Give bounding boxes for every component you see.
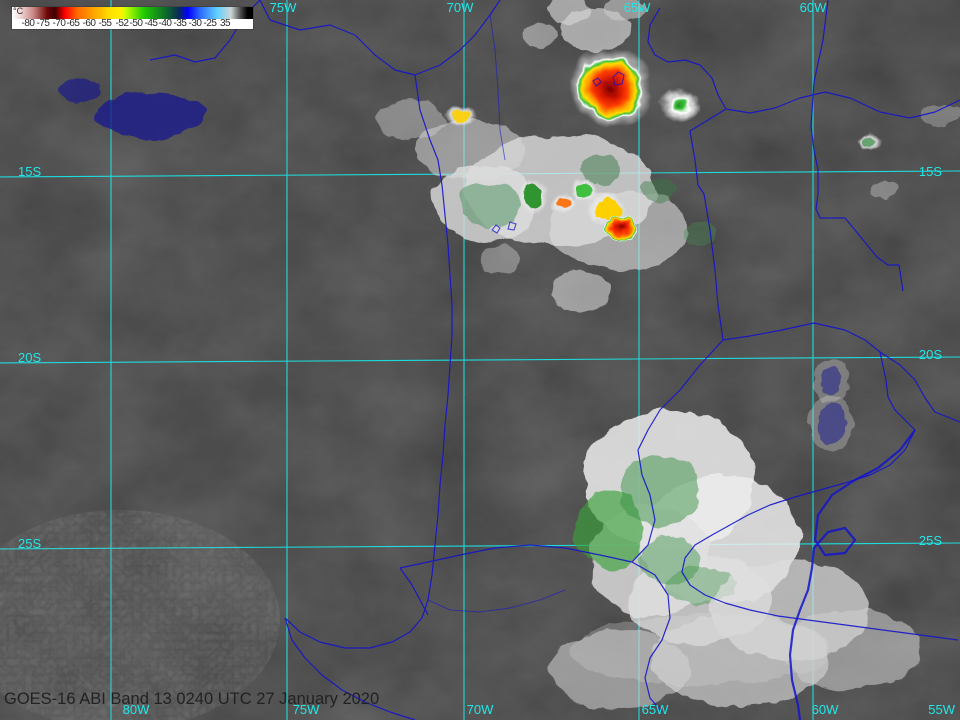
svg-text:65W: 65W <box>642 702 669 717</box>
svg-text:70W: 70W <box>467 702 494 717</box>
svg-text:20S: 20S <box>919 347 942 362</box>
svg-text:65W: 65W <box>624 0 651 15</box>
svg-text:15S: 15S <box>919 164 942 179</box>
svg-text:15S: 15S <box>18 164 41 179</box>
svg-text:60W: 60W <box>812 702 839 717</box>
svg-text:75W: 75W <box>270 0 297 15</box>
svg-text:25S: 25S <box>18 536 41 551</box>
svg-text:55W: 55W <box>928 702 955 717</box>
svg-text:60W: 60W <box>800 0 827 15</box>
svg-text:20S: 20S <box>18 350 41 365</box>
svg-text:25S: 25S <box>919 533 942 548</box>
svg-text:70W: 70W <box>447 0 474 15</box>
